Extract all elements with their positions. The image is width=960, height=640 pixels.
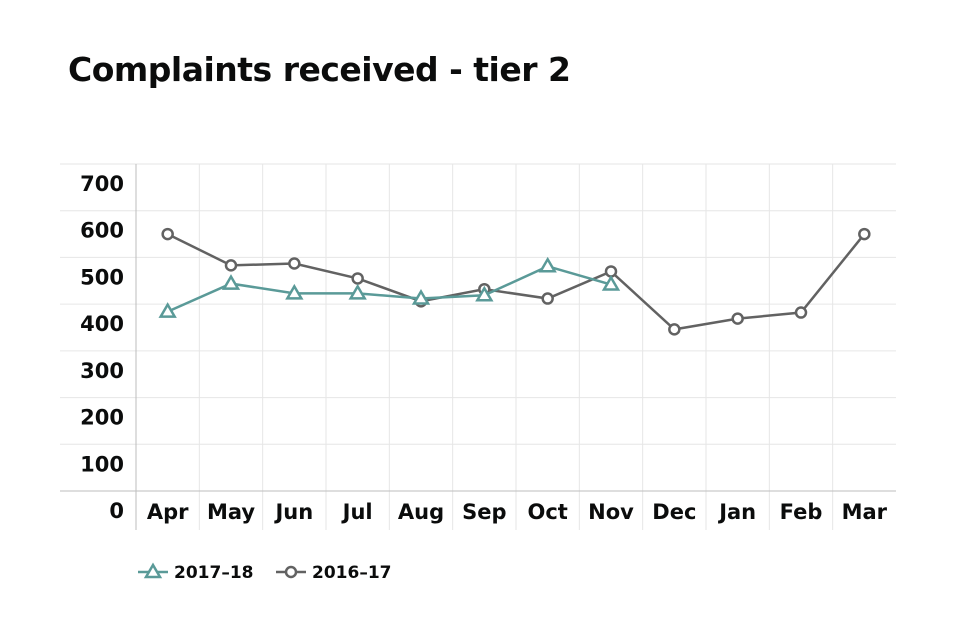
legend-marker	[284, 565, 298, 579]
data-point	[411, 289, 431, 305]
data-point	[161, 227, 174, 241]
y-tick-label: 700	[80, 172, 124, 196]
x-tick-label: Jan	[717, 500, 756, 524]
y-tick-label: 400	[80, 312, 124, 336]
y-tick-label: 300	[80, 359, 124, 383]
x-tick-label: Jun	[273, 500, 313, 524]
y-tick-label: 100	[80, 452, 124, 476]
data-point	[538, 256, 557, 273]
data-point	[601, 275, 621, 291]
x-tick-label: Apr	[147, 500, 189, 524]
legend-label: 2017–18	[174, 563, 253, 583]
data-point	[288, 257, 301, 270]
x-tick-label: Dec	[652, 500, 696, 524]
data-point	[348, 283, 367, 300]
data-point	[668, 323, 681, 336]
series-line	[167, 232, 866, 331]
x-tick-label: Nov	[588, 500, 634, 524]
data-point	[604, 265, 618, 278]
y-tick-label: 600	[80, 219, 124, 243]
data-point	[158, 302, 177, 318]
y-tick-label: 500	[80, 265, 124, 289]
data-point	[224, 259, 238, 272]
y-tick-label: 0	[109, 499, 124, 523]
data-point	[285, 283, 304, 300]
y-tick-label: 200	[80, 406, 124, 430]
data-point	[475, 285, 494, 302]
x-tick-label: May	[207, 500, 255, 524]
data-point	[794, 306, 808, 319]
data-point	[858, 227, 871, 241]
legend-label: 2016–17	[312, 563, 391, 583]
x-tick-label: Sep	[462, 500, 506, 524]
data-point	[541, 292, 554, 305]
x-tick-label: Aug	[398, 500, 444, 524]
data-point	[221, 274, 241, 290]
x-tick-label: Feb	[780, 500, 823, 524]
data-point	[351, 272, 364, 285]
data-point	[731, 312, 744, 325]
legend-marker	[143, 562, 163, 579]
x-tick-label: Jul	[341, 500, 373, 524]
x-tick-label: Oct	[527, 500, 567, 524]
chart-title: Complaints received - tier 2	[68, 50, 571, 89]
series-line	[167, 264, 612, 313]
x-tick-label: Mar	[842, 500, 888, 524]
